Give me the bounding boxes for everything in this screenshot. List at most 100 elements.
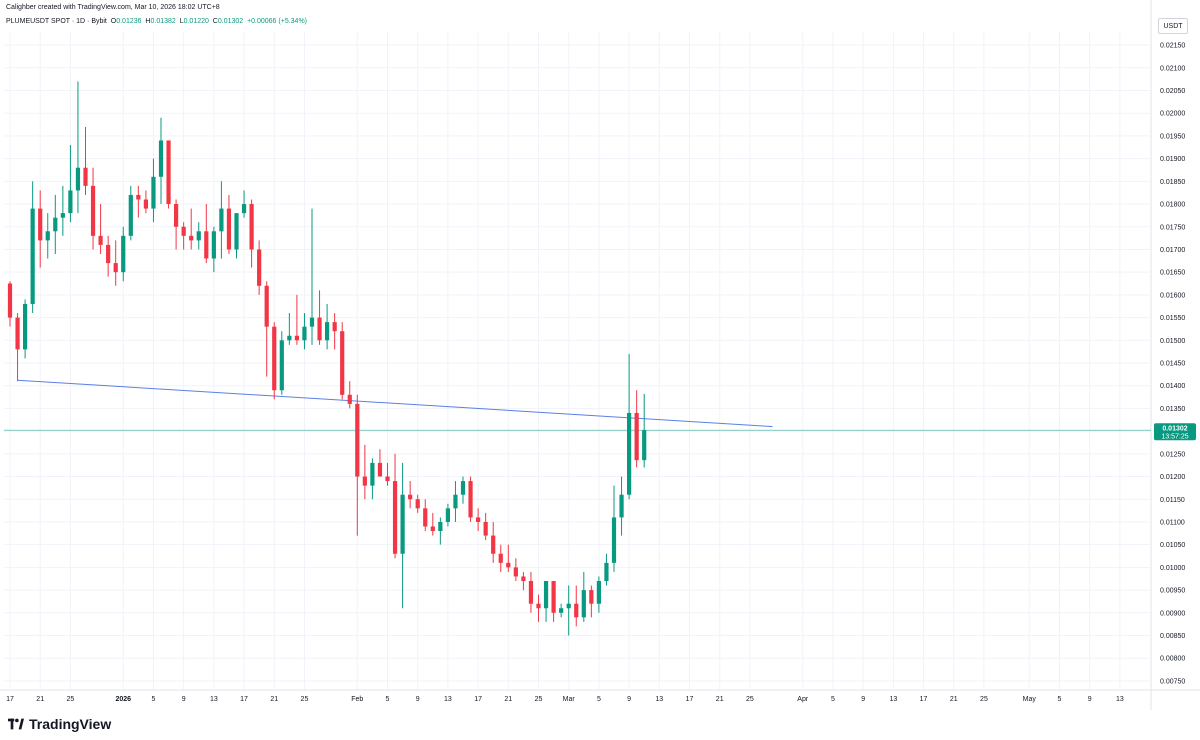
candle-body: [309, 317, 315, 327]
candle-body: [634, 412, 639, 461]
candle: [506, 544, 511, 572]
candle: [453, 481, 458, 522]
candle: [604, 553, 609, 586]
time-tick-label: 21: [270, 696, 278, 703]
candle-body: [113, 263, 118, 273]
candle: [551, 581, 556, 622]
candle: [204, 204, 209, 264]
candle-body: [23, 303, 28, 350]
candle: [513, 558, 518, 581]
candle-body: [408, 494, 413, 500]
candle: [476, 508, 481, 532]
time-tick-label: 25: [301, 696, 309, 703]
time-tick-label: 25: [980, 696, 988, 703]
candle: [468, 476, 473, 522]
candle-body: [204, 231, 209, 259]
candle-body: [15, 317, 20, 350]
candle: [438, 517, 443, 545]
price-tick-label: 0.01750: [1160, 224, 1185, 231]
candle: [581, 571, 586, 622]
price-tick-label: 0.01900: [1160, 156, 1185, 163]
candle: [211, 226, 216, 273]
time-tick-label: 21: [36, 696, 44, 703]
candle-body: [574, 603, 579, 618]
candle: [370, 458, 375, 500]
candle: [498, 544, 503, 572]
price-tick-label: 0.01500: [1160, 338, 1185, 345]
candle: [75, 81, 81, 214]
candle: [423, 499, 428, 532]
candle-body: [302, 326, 307, 341]
time-tick-label: 9: [182, 696, 186, 703]
candle-body: [476, 517, 481, 522]
candle: [294, 294, 299, 345]
candle-body: [30, 208, 35, 304]
candle-body: [181, 226, 186, 236]
candle: [279, 331, 284, 395]
grid-lines: [4, 32, 1150, 690]
symbol-name[interactable]: PLUMEUSDT SPOT · 1D · Bybit: [6, 18, 107, 25]
brand-name: TradingView: [29, 716, 112, 732]
time-tick-label: 21: [716, 696, 724, 703]
candle-body: [219, 208, 224, 232]
candle: [158, 117, 164, 205]
candle-body: [392, 481, 398, 554]
time-tick-label: 13: [655, 696, 663, 703]
time-tick-label: Mar: [563, 696, 576, 703]
candle: [226, 194, 232, 254]
candle: [60, 185, 65, 236]
candle: [257, 240, 262, 295]
tradingview-logo[interactable]: TradingView: [8, 716, 111, 732]
price-tick-label: 0.02050: [1160, 88, 1185, 95]
support-trendline: [17, 379, 773, 428]
candle-body: [460, 481, 466, 495]
time-tick-label: 17: [920, 696, 928, 703]
time-tick-label: 5: [1057, 696, 1061, 703]
price-tick-label: 0.00850: [1160, 633, 1185, 640]
candle: [151, 158, 156, 223]
candle-body: [604, 562, 609, 581]
candle-body: [332, 322, 337, 332]
candle-body: [174, 204, 179, 227]
candle: [302, 313, 307, 350]
currency-button[interactable]: USDT: [1158, 18, 1188, 34]
candle-body: [317, 317, 322, 341]
candle: [536, 594, 541, 622]
candle-body: [279, 340, 284, 391]
low-value: 0.01220: [183, 18, 209, 25]
candle: [574, 585, 579, 627]
chart-attribution: Calighber created with TradingView.com, …: [6, 4, 220, 11]
last-price-value: 0.01302: [1162, 426, 1187, 433]
time-tick-label: 9: [861, 696, 865, 703]
time-tick-label: 2026: [115, 696, 131, 703]
high-label: H: [145, 18, 151, 25]
candle-body: [272, 326, 277, 391]
candle-body: [158, 140, 164, 177]
candle-body: [98, 235, 103, 245]
time-tick-label: 25: [746, 696, 754, 703]
candle-body: [151, 176, 156, 209]
candle: [627, 353, 632, 500]
candle: [45, 213, 50, 259]
candle-body: [453, 494, 458, 509]
candle: [460, 476, 466, 504]
price-tick-label: 0.01150: [1160, 497, 1185, 504]
price-tick-label: 0.00750: [1160, 678, 1185, 685]
candle: [362, 444, 367, 500]
candle: [309, 208, 315, 345]
time-tick-label: 13: [1116, 696, 1124, 703]
candle-body: [521, 576, 526, 581]
candle-body: [513, 567, 518, 577]
candle-body: [45, 231, 50, 241]
time-tick-label: 5: [597, 696, 601, 703]
candle: [136, 185, 141, 218]
candle-body: [257, 249, 262, 286]
candle-body: [423, 508, 428, 527]
candle-body: [189, 235, 194, 241]
time-axis: 17 21 25 2026 5 9 13 17 21 25 Feb 5 9 13 17 21 25 Mar 5 9 13…: [6, 696, 1124, 703]
price-tick-label: 0.01700: [1160, 247, 1185, 254]
candle: [377, 449, 383, 477]
price-tick-label: 0.00800: [1160, 656, 1185, 663]
